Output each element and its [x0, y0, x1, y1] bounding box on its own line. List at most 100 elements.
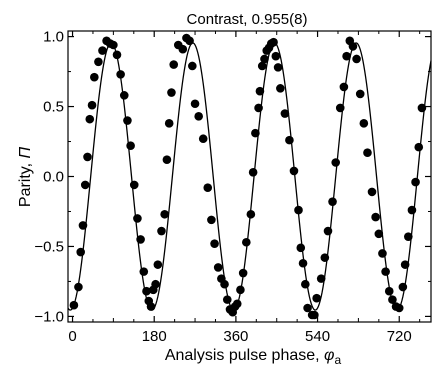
data-point-44: [207, 215, 216, 225]
data-point-22: [139, 267, 149, 276]
data-point-82: [316, 274, 326, 283]
data-point-1: [74, 282, 83, 292]
y-tick-label-4: 1.0: [43, 29, 64, 46]
data-point-70: [276, 84, 285, 93]
data-point-104: [394, 303, 404, 313]
data-point-98: [374, 229, 384, 239]
data-point-33: [167, 88, 176, 97]
data-point-4: [80, 180, 90, 190]
data-point-74: [294, 205, 303, 215]
y-axis-title: Parity, Π: [17, 146, 34, 207]
data-point-73: [289, 166, 299, 176]
data-point-76: [298, 258, 308, 268]
data-point-18: [126, 141, 135, 151]
data-point-25: [146, 302, 156, 311]
data-point-2: [76, 247, 85, 257]
data-point-92: [352, 54, 361, 64]
data-point-10: [98, 46, 107, 55]
data-point-57: [246, 209, 256, 219]
data-point-7: [87, 100, 97, 110]
data-point-99: [378, 249, 387, 258]
chart-title: Contrast, 0.955(8): [187, 11, 308, 28]
data-point-21: [136, 235, 145, 244]
data-point-91: [348, 42, 358, 51]
data-point-101: [384, 286, 394, 296]
x-tick-label-4: 720: [387, 328, 412, 345]
data-point-45: [210, 239, 219, 248]
data-point-105: [398, 282, 408, 292]
data-point-49: [222, 295, 232, 304]
data-point-36: [178, 44, 188, 54]
data-point-93: [355, 89, 365, 99]
data-point-17: [123, 116, 132, 125]
data-point-89: [342, 51, 351, 61]
data-point-110: [414, 142, 424, 152]
data-point-68: [271, 51, 281, 61]
data-point-8: [90, 72, 99, 82]
data-point-77: [301, 279, 310, 289]
data-point-20: [133, 214, 142, 223]
data-point-0: [69, 300, 79, 310]
data-point-54: [236, 285, 245, 295]
data-point-102: [388, 295, 397, 304]
x-axis-title: Analysis pulse phase, φa: [165, 347, 342, 367]
fit-curve-layer: [67, 42, 432, 311]
data-point-100: [381, 267, 390, 276]
data-point-14: [112, 50, 122, 60]
data-point-29: [157, 226, 166, 236]
data-point-72: [285, 135, 294, 145]
data-point-67: [269, 37, 278, 47]
data-point-84: [323, 226, 333, 236]
data-point-9: [94, 57, 103, 67]
data-point-69: [273, 63, 283, 72]
data-point-87: [335, 103, 345, 113]
data-point-38: [185, 36, 194, 46]
data-point-80: [310, 310, 319, 320]
data-point-60: [254, 103, 263, 113]
data-point-62: [257, 61, 267, 71]
data-point-46: [213, 263, 223, 272]
data-point-95: [363, 148, 372, 158]
y-tick-label-1: −0.5: [34, 238, 64, 255]
data-point-111: [417, 103, 427, 113]
data-point-107: [404, 232, 413, 241]
data-point-53: [232, 299, 242, 309]
y-tick-label-2: 0.0: [43, 169, 64, 186]
data-point-15: [116, 70, 125, 79]
x-tick-label-2: 360: [223, 328, 248, 345]
data-point-5: [83, 152, 92, 162]
data-point-42: [198, 134, 208, 144]
data-point-86: [331, 158, 341, 167]
data-point-106: [400, 260, 410, 269]
data-point-96: [367, 187, 377, 197]
data-point-88: [339, 82, 349, 92]
data-point-27: [151, 279, 160, 289]
data-point-30: [160, 209, 169, 219]
data-point-39: [188, 61, 197, 71]
data-point-85: [328, 197, 337, 206]
data-point-61: [255, 86, 265, 96]
data-point-59: [251, 128, 260, 138]
data-point-63: [260, 54, 269, 64]
y-tick-label-0: −1.0: [34, 308, 64, 325]
data-point-28: [153, 260, 163, 269]
data-point-16: [119, 91, 129, 100]
data-point-78: [303, 303, 312, 313]
data-point-83: [320, 253, 330, 262]
data-point-41: [194, 112, 203, 121]
data-point-48: [220, 279, 229, 289]
data-point-55: [238, 268, 248, 278]
data-points-layer: [69, 33, 427, 320]
ticks-layer: 0 180 360 540 720 −1.0 −0.5 0.0 0.5 1.0: [34, 29, 431, 345]
data-point-6: [85, 114, 95, 124]
data-point-97: [371, 212, 380, 222]
data-point-109: [411, 177, 420, 187]
data-point-13: [109, 40, 118, 50]
data-point-23: [142, 286, 151, 296]
data-point-3: [78, 221, 88, 230]
x-tick-label-0: 0: [68, 328, 76, 345]
data-point-75: [296, 243, 306, 253]
data-point-31: [162, 155, 172, 165]
data-point-81: [312, 293, 321, 303]
